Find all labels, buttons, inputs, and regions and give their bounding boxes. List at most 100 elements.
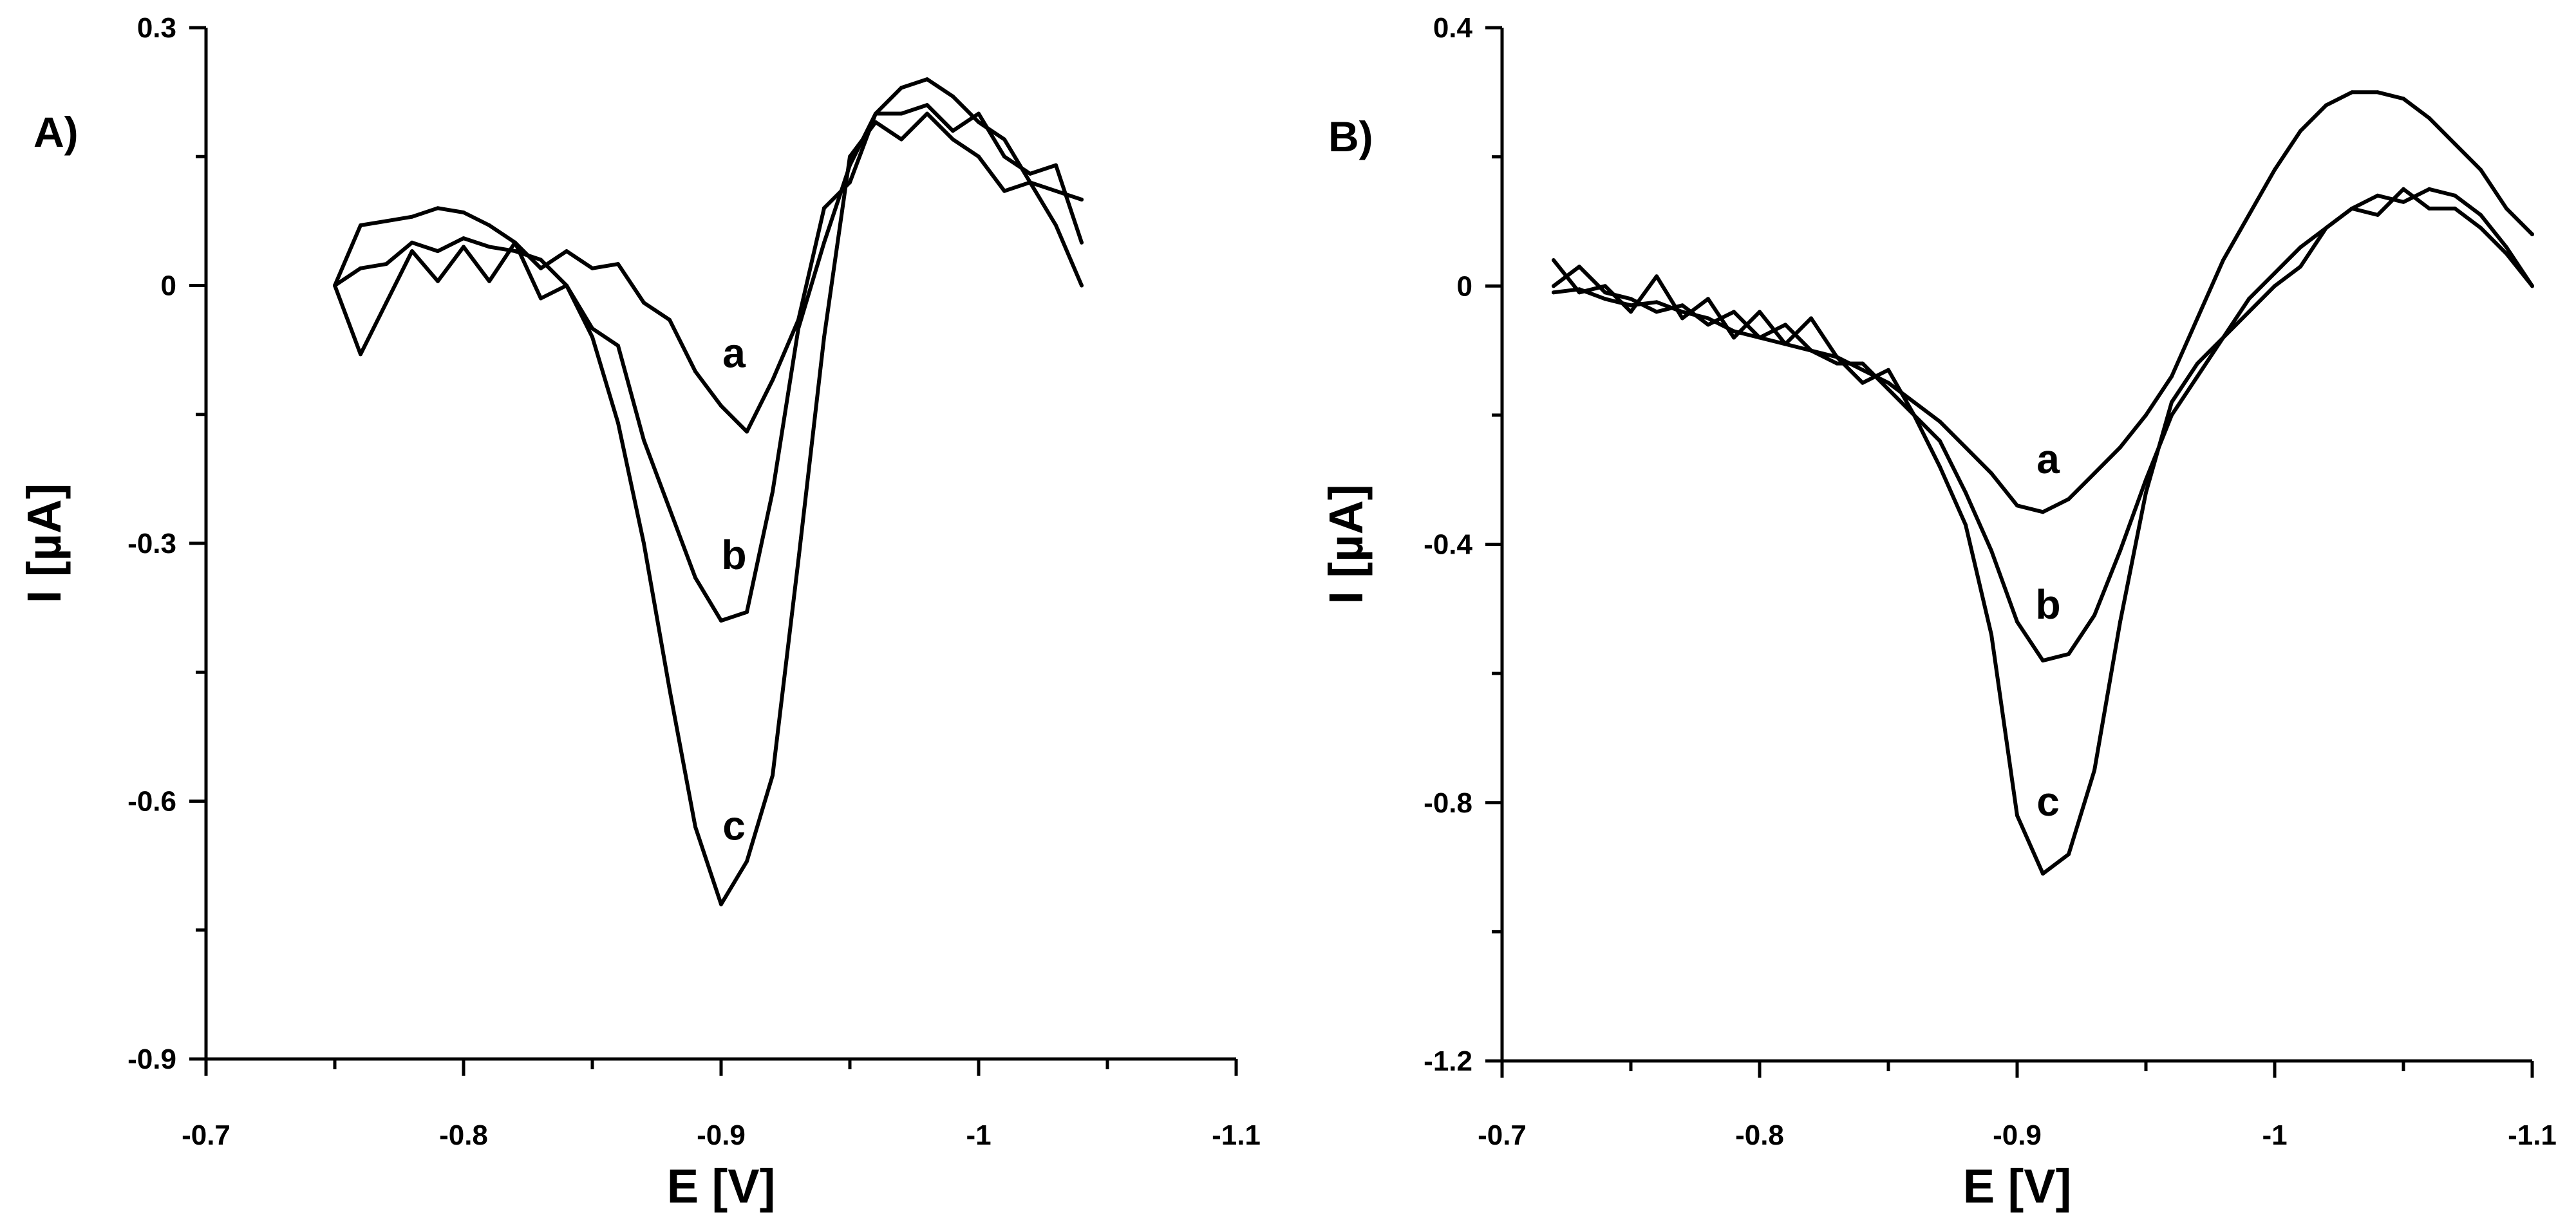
data-point <box>2530 284 2534 288</box>
data-point <box>616 421 620 426</box>
data-point <box>1680 310 1684 314</box>
data-point <box>2195 316 2199 321</box>
data-point <box>590 266 594 270</box>
data-point <box>771 489 775 494</box>
data-point <box>2530 232 2534 236</box>
x-tick-label: -0.7 <box>1478 1119 1527 1151</box>
data-point <box>2427 206 2431 211</box>
data-point <box>1809 348 1813 353</box>
y-tick-label: -0.4 <box>1424 529 1472 561</box>
data-point <box>410 240 414 245</box>
data-point <box>951 94 955 98</box>
data-point <box>1758 335 1762 340</box>
data-point <box>2015 813 2019 818</box>
data-point <box>1028 171 1032 176</box>
data-point <box>822 335 826 339</box>
x-tick-label: -1.1 <box>1212 1119 1261 1151</box>
data-point <box>487 279 491 283</box>
data-point <box>1577 265 1581 269</box>
data-point <box>2041 659 2045 663</box>
data-point <box>2402 200 2405 204</box>
data-point <box>359 352 362 357</box>
data-point <box>1002 137 1006 142</box>
data-point <box>951 129 955 133</box>
data-point <box>2247 297 2251 301</box>
curve-label-b: b <box>2035 581 2060 628</box>
data-point <box>1861 380 1865 385</box>
data-point <box>2067 497 2071 501</box>
data-point <box>2273 167 2277 172</box>
data-point <box>1054 163 1058 167</box>
data-point <box>333 283 337 288</box>
data-point <box>2144 413 2148 417</box>
data-point <box>539 258 543 262</box>
data-point <box>899 137 903 142</box>
data-point <box>539 296 543 301</box>
data-point <box>2221 335 2225 340</box>
data-point <box>1552 290 1556 295</box>
data-point <box>2273 284 2277 288</box>
data-point <box>745 429 749 434</box>
data-point <box>2376 193 2380 198</box>
data-point <box>384 219 388 223</box>
data-point <box>565 249 569 254</box>
data-point <box>1912 400 1916 404</box>
data-point <box>487 223 491 227</box>
data-point <box>2247 310 2251 314</box>
data-point <box>410 249 414 254</box>
data-point <box>513 240 517 245</box>
series-line-a <box>333 77 1084 434</box>
data-point <box>2299 245 2302 250</box>
data-point <box>359 223 362 227</box>
data-point <box>1655 274 1659 279</box>
data-point <box>1629 310 1633 314</box>
series-line-c <box>333 111 1084 906</box>
data-point <box>590 326 594 331</box>
data-point <box>1002 189 1006 193</box>
data-point <box>977 111 981 116</box>
data-point <box>977 155 981 159</box>
data-point <box>1680 303 1684 308</box>
data-point <box>2350 206 2354 211</box>
data-point <box>462 245 465 249</box>
panel-label: B) <box>1328 113 1373 160</box>
data-point <box>1080 198 1084 201</box>
y-tick-label: -0.3 <box>127 528 176 559</box>
data-point <box>1080 283 1084 288</box>
data-point <box>1964 523 1968 527</box>
data-point <box>1938 465 1942 469</box>
data-point <box>2427 116 2431 120</box>
data-point <box>1629 297 1633 301</box>
data-point <box>2479 167 2483 172</box>
x-tick-label: -1.1 <box>2508 1119 2557 1151</box>
data-point <box>2376 90 2380 95</box>
data-point <box>642 541 646 545</box>
data-point <box>2092 471 2096 476</box>
data-point <box>977 120 981 124</box>
curve-label-b: b <box>721 532 746 578</box>
curve-label-c: c <box>722 803 746 849</box>
data-point <box>925 103 929 108</box>
data-point <box>874 111 878 116</box>
curve-label-a: a <box>722 330 746 376</box>
data-point <box>2350 90 2354 95</box>
data-point <box>2118 548 2122 553</box>
data-point <box>2427 187 2431 191</box>
data-point <box>1080 240 1084 245</box>
data-point <box>925 77 929 82</box>
data-point <box>2221 258 2225 263</box>
data-point <box>2041 872 2045 876</box>
y-tick-label: -0.8 <box>1424 787 1472 819</box>
data-point <box>2144 478 2148 482</box>
data-point <box>1989 548 1993 553</box>
data-point <box>1989 632 1993 637</box>
data-point <box>719 902 723 906</box>
data-point <box>1964 491 1968 495</box>
data-point <box>513 249 517 254</box>
data-point <box>616 262 620 267</box>
data-point <box>822 240 826 245</box>
series-line-c <box>1552 187 2534 876</box>
data-point <box>436 279 440 283</box>
data-point <box>359 266 362 270</box>
